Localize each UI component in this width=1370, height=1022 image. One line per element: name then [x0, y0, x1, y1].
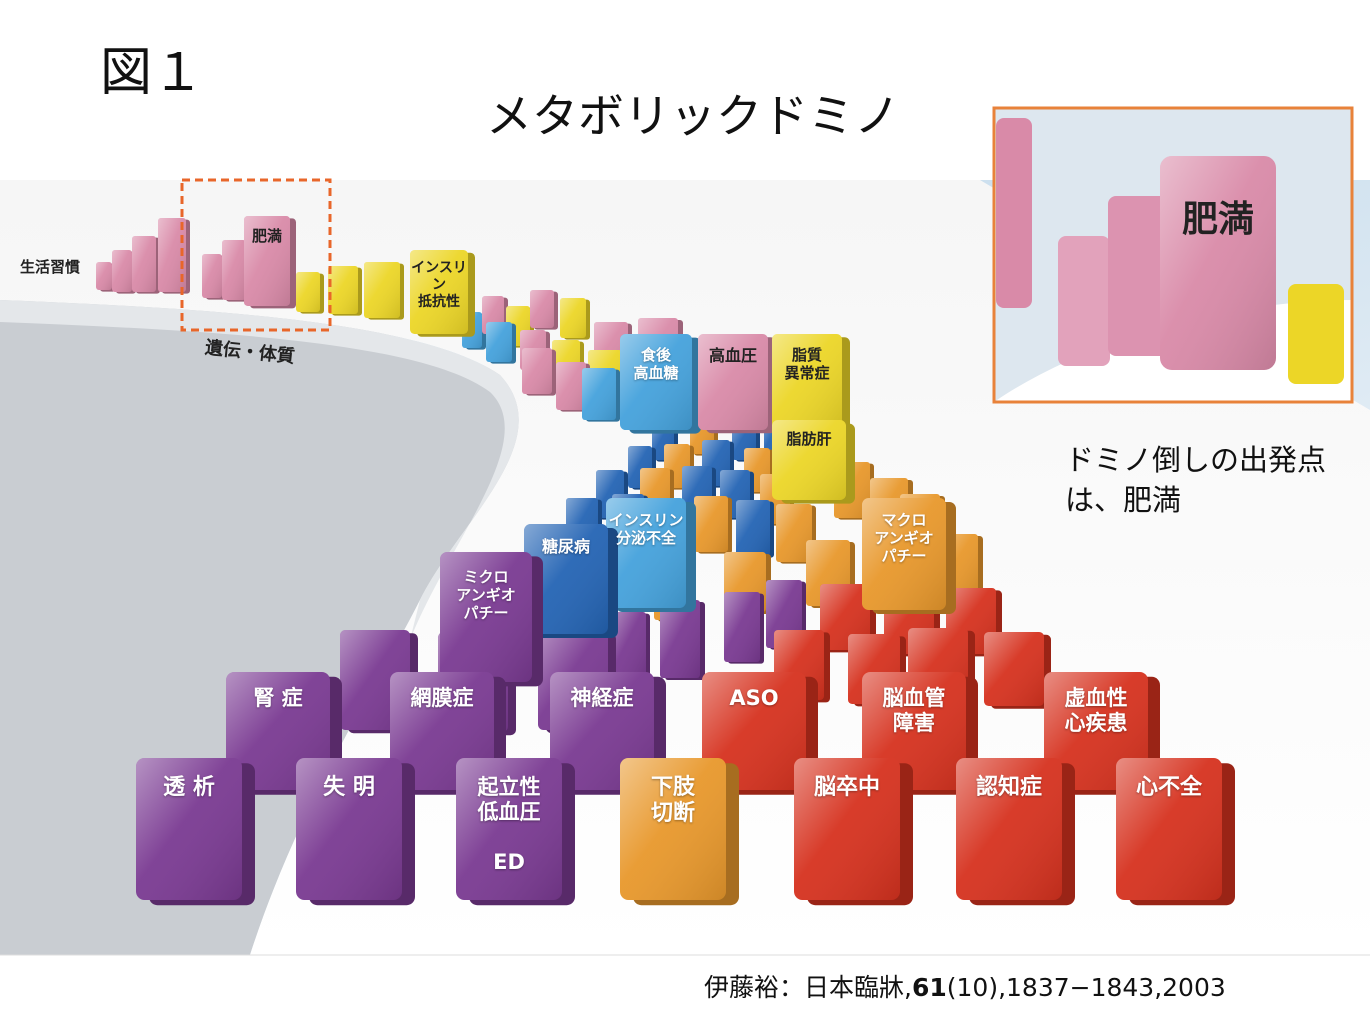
domino-label-hypertension: 高血圧	[708, 346, 757, 365]
domino-label-leg-amputation: 下肢 切断	[650, 775, 695, 826]
domino-microangiopathy	[440, 552, 543, 687]
background-domino	[560, 298, 590, 340]
citation-rest: (10),1837−1843,2003	[946, 973, 1226, 1002]
domino-label-nephropathy: 腎 症	[253, 686, 303, 710]
background-domino	[132, 236, 160, 294]
background-domino	[984, 632, 1051, 709]
background-domino	[522, 348, 556, 396]
obesity-highlight-box	[180, 178, 332, 332]
inset-frame	[992, 106, 1354, 404]
domino-label-blindness: 失 明	[323, 775, 375, 800]
domino-label-dialysis: 透 析	[163, 775, 215, 800]
domino-label-stroke: 脳卒中	[813, 775, 880, 800]
domino-label-diabetes: 糖尿病	[541, 537, 590, 556]
page-title: メタボリックドミノ	[486, 89, 900, 143]
domino-postprandial-hyperglycemia	[620, 334, 701, 434]
domino-orthostatic-hypotension-ed	[456, 758, 575, 906]
domino-leg-amputation	[620, 758, 739, 906]
background-domino	[530, 290, 558, 330]
domino-macroangiopathy	[862, 498, 956, 614]
domino-label-microangiopathy: ミクロ アンギオ パチー	[456, 568, 516, 622]
background-domino	[202, 254, 226, 300]
domino-dyslipidemia	[772, 334, 850, 434]
road-edge	[0, 290, 537, 955]
domino-label-heart-failure: 心不全	[1135, 775, 1202, 800]
labeled-dominoes	[136, 216, 1235, 906]
domino-dialysis	[136, 758, 255, 906]
citation-volume: 61	[911, 973, 947, 1002]
domino-label-macroangiopathy: マクロ アンギオ パチー	[874, 511, 934, 565]
background-domino	[328, 266, 362, 316]
domino-insulin-resistance	[410, 250, 475, 337]
domino-label-obesity: 肥満	[251, 227, 282, 245]
background-domino	[582, 368, 620, 422]
inset-domino-back-1	[996, 118, 1032, 308]
domino-label-neuropathy: 神経症	[570, 686, 634, 710]
background-domino	[112, 250, 136, 294]
domino-label-insulin-secretion-failure: インスリン 分泌不全	[608, 511, 684, 547]
background-domino	[364, 262, 404, 320]
citation-author: 伊藤裕：日本臨牀,	[704, 973, 912, 1002]
domino-diabetes	[524, 524, 618, 638]
inset-domino-back-3	[1108, 196, 1168, 356]
domino-insulin-secretion-failure	[606, 498, 696, 612]
domino-label-insulin-resistance: インスリン 抵抗性	[411, 260, 467, 310]
inset-domino-back-2	[1058, 236, 1110, 366]
domino-dementia	[956, 758, 1075, 906]
domino-fatty-liver	[772, 420, 855, 504]
domino-obesity	[244, 216, 296, 309]
background-domino	[486, 322, 516, 364]
domino-blindness	[296, 758, 415, 906]
domino-label-retinopathy: 網膜症	[410, 686, 474, 710]
obesity-note: ドミノ倒しの出発点は、肥満	[1065, 443, 1327, 517]
domino-label-dementia: 認知症	[975, 775, 1042, 800]
domino-label-dyslipidemia: 脂質 異常症	[784, 346, 830, 382]
inset-domino-yellow	[1288, 284, 1344, 384]
background-domino	[660, 600, 705, 680]
domino-label-cerebrovascular-disorder: 脳血管 障害	[882, 686, 946, 735]
background-domino	[724, 592, 764, 664]
domino-label-fatty-liver: 脂肪肝	[786, 430, 832, 448]
background-domino	[610, 612, 650, 684]
domino-aso	[702, 672, 818, 795]
domino-label-aso: ASO	[729, 686, 779, 710]
inset-panel	[992, 106, 1354, 404]
citation: 伊藤裕：日本臨牀,61(10),1837−1843,2003	[704, 968, 1226, 1004]
domino-label-postprandial-hyperglycemia: 食後 高血糖	[633, 346, 679, 382]
domino-heart-failure	[1116, 758, 1235, 906]
figure-label: 図１	[100, 43, 205, 103]
lifestyle-label: 生活習慣	[20, 258, 81, 276]
background-domino	[296, 272, 324, 314]
background-domino	[736, 500, 774, 558]
domino-label-ischemic-heart-disease: 虚血性 心疾患	[1064, 686, 1128, 735]
background-domino	[694, 496, 732, 554]
domino-label-orthostatic-hypotension-ed: 起立性 低血圧 ED	[477, 775, 541, 874]
domino-stroke	[794, 758, 913, 906]
domino-hypertension	[698, 334, 776, 434]
